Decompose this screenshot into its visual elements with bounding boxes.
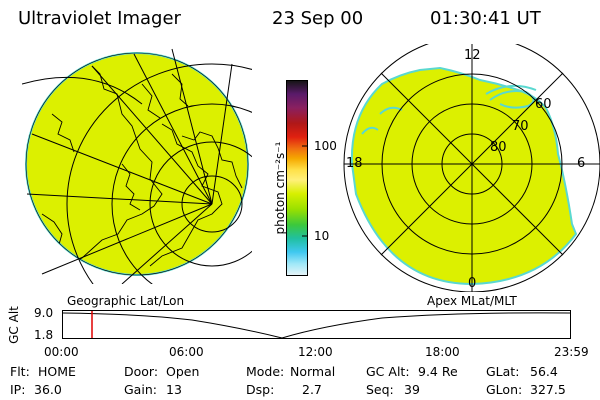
lat-lon-grid [22, 48, 252, 284]
mlat-label-60: 60 [535, 97, 552, 112]
uv-emission-disc [25, 52, 249, 276]
mlt-label-12: 12 [464, 48, 481, 63]
door-label: Door: [124, 364, 159, 379]
dsp-value: 2.7 [302, 382, 322, 397]
gain-label: Gain: [124, 382, 157, 397]
time-tick-1200: 12:00 [298, 345, 333, 359]
geographic-image [22, 48, 252, 284]
time-tick-0600: 06:00 [169, 345, 204, 359]
mode-value: Normal [290, 364, 336, 379]
glat-value: 56.4 [530, 364, 558, 379]
mlat-label-70: 70 [512, 119, 529, 134]
gcalt-label: GC Alt: [366, 364, 410, 379]
gain-value: 13 [166, 382, 182, 397]
gc-alt-axis-label: GC Alt [7, 306, 21, 344]
intensity-colorbar [286, 80, 308, 276]
mlt-label-18: 18 [346, 156, 363, 171]
seq-value: 39 [404, 382, 420, 397]
mlt-label-6: 6 [577, 156, 586, 171]
time-tick-0000: 00:00 [44, 345, 79, 359]
apex-caption: Apex MLat/MLT [427, 294, 517, 308]
uv-emission-region [350, 66, 578, 286]
gcalt-value: 9.4 Re [418, 364, 458, 379]
alt-tick-1-8: 1.8 [34, 328, 54, 342]
polar-grid [343, 44, 600, 292]
time-tick-2359: 23:59 [554, 345, 589, 359]
seq-label: Seq: [366, 382, 394, 397]
flt-value: HOME [38, 364, 76, 379]
flt-label: Flt: [10, 364, 30, 379]
colorbar-tick-10: 10 [314, 229, 330, 243]
ip-value: 36.0 [34, 382, 62, 397]
glon-value: 327.5 [530, 382, 566, 397]
geographic-caption: Geographic Lat/Lon [67, 294, 185, 308]
colorbar-unit-label: photon cm⁻²s⁻¹ [273, 141, 287, 235]
glon-label: GLon: [486, 382, 523, 397]
time-tick-1800: 18:00 [425, 345, 460, 359]
mode-label: Mode: [246, 364, 285, 379]
dsp-label: Dsp: [246, 382, 275, 397]
ip-label: IP: [10, 382, 26, 397]
mlt-label-0: 0 [468, 276, 477, 291]
altitude-curve [62, 312, 571, 339]
image-date: 23 Sep 00 [272, 8, 364, 29]
glat-label: GLat: [486, 364, 520, 379]
colorbar-tick-100: 100 [314, 139, 337, 153]
instrument-title: Ultraviolet Imager [18, 8, 181, 29]
altitude-timeline [62, 310, 571, 339]
door-value: Open [166, 364, 200, 379]
mlat-mlt-polar-plot [343, 44, 600, 292]
alt-tick-9: 9.0 [34, 306, 54, 320]
mlat-label-80: 80 [490, 140, 507, 155]
image-time: 01:30:41 UT [430, 8, 541, 29]
coastline-map [41, 65, 243, 267]
